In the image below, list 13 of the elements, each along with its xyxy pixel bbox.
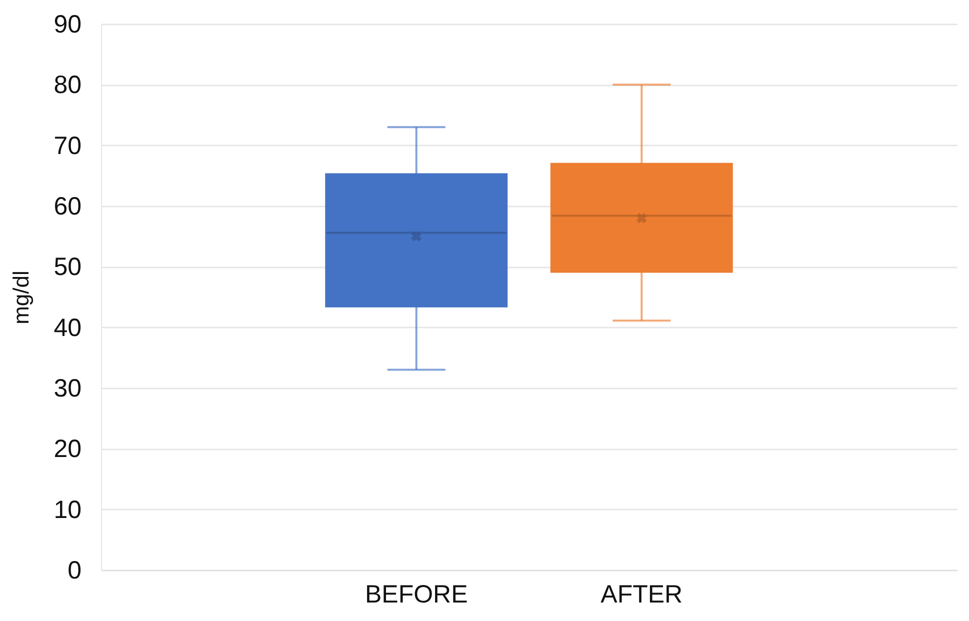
y-tick-label: 80 <box>54 71 82 100</box>
y-tick-label: 10 <box>54 496 82 524</box>
y-tick-label: 60 <box>54 192 82 220</box>
y-tick-label: 30 <box>54 374 82 402</box>
y-axis-title: mg/dl <box>8 270 34 324</box>
x-tick-label: BEFORE <box>364 580 468 608</box>
y-tick-label: 90 <box>54 10 82 38</box>
y-tick-label: 40 <box>54 314 82 342</box>
y-tick-label: 0 <box>68 556 82 584</box>
y-tick-label: 50 <box>54 253 82 282</box>
y-tick-label: 20 <box>54 435 82 464</box>
x-tick-label: AFTER <box>600 580 683 608</box>
y-tick-label: 70 <box>54 132 82 160</box>
